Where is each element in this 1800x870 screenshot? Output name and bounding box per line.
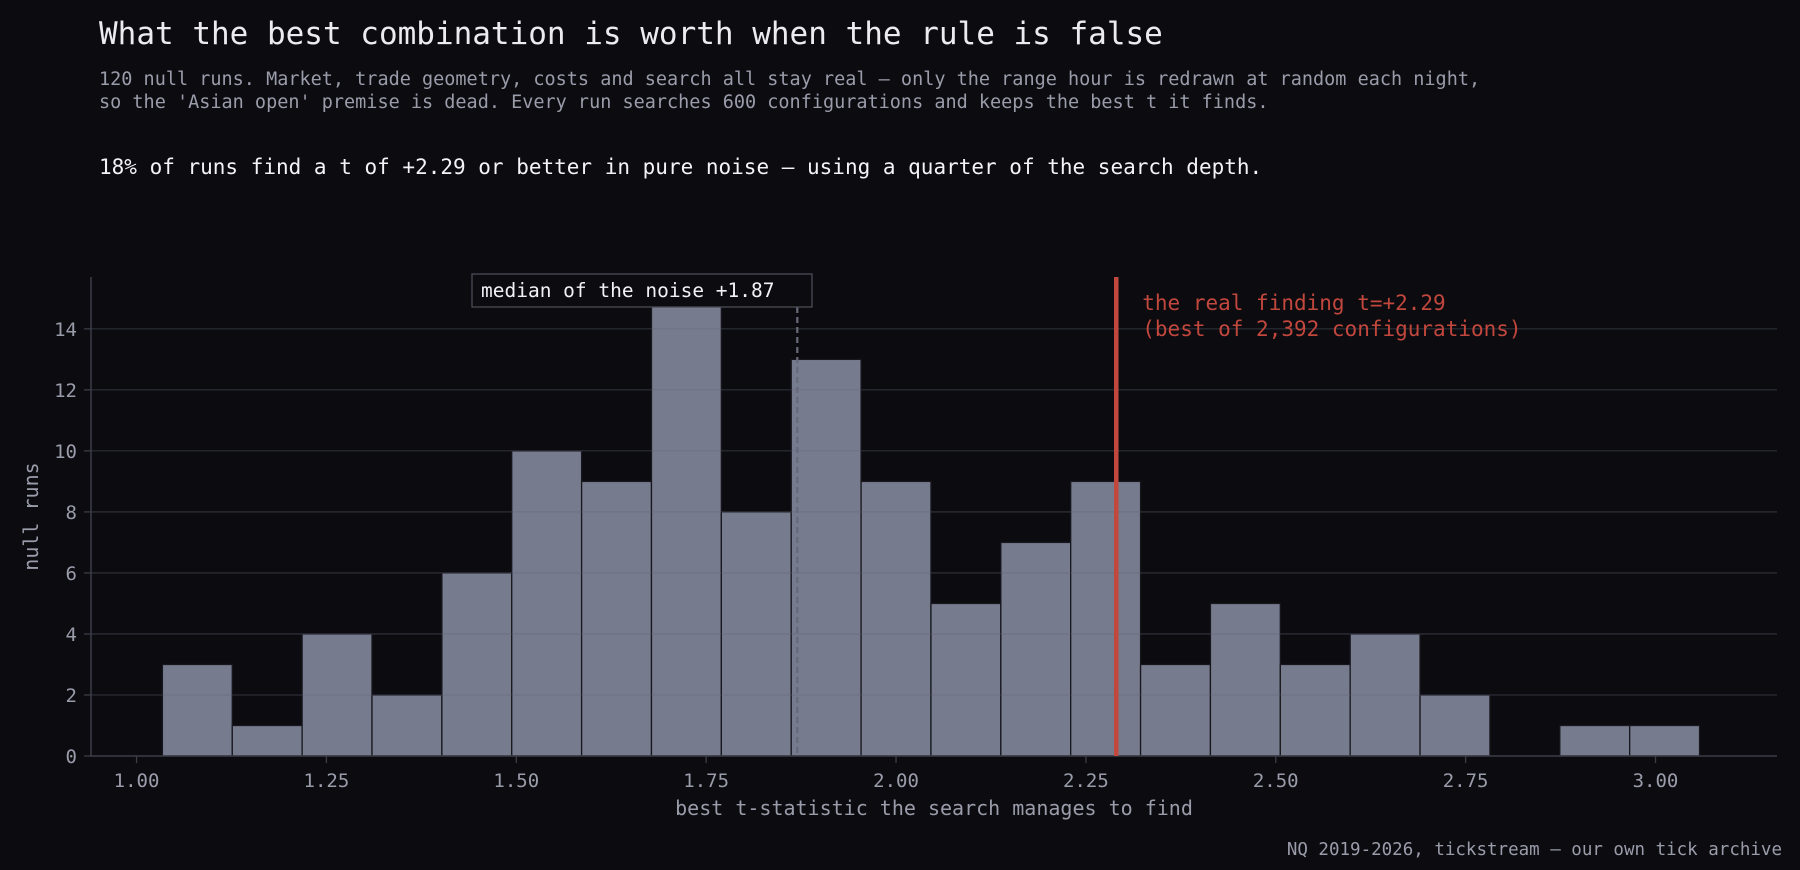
axes: 0 2 4 6 8 10 12 14 1.00 1.25 1.50 1.75 2.00 2.25 2.50 2… (19, 277, 1777, 820)
y-tick-label-14: 14 (54, 319, 77, 341)
histogram-bar-2 (231, 724, 303, 757)
median-label-box (471, 273, 813, 308)
chart-title: What the best combination is worth when … (99, 16, 1163, 52)
histogram-bar-1 (161, 663, 233, 757)
y-tick-label-6: 6 (66, 563, 77, 585)
histogram-bar-13 (1000, 541, 1072, 757)
histogram-bar-15 (1139, 663, 1212, 757)
key-takeaway: 18% of runs find a t of +2.29 or better … (99, 155, 1263, 179)
median-label: median of the noise +1.87 (481, 279, 775, 302)
histogram-bar-22 (1629, 724, 1701, 757)
histogram-bar-6 (511, 450, 583, 757)
x-axis-title: best t-statistic the search manages to f… (675, 796, 1193, 820)
x-tick-label-6: 2.50 (1253, 770, 1299, 792)
y-tick-label-12: 12 (54, 380, 77, 402)
histogram-bar-17 (1279, 663, 1351, 757)
data-source-note: NQ 2019-2026, tickstream — our own tick … (1286, 840, 1782, 860)
histogram-bar-8 (650, 297, 723, 757)
y-axis-title: null runs (19, 462, 43, 570)
x-tick-label-4: 2.00 (873, 770, 919, 792)
histogram-bars (91, 297, 1777, 757)
histogram-bar-19 (1419, 694, 1491, 757)
subtitle-line-2: so the 'Asian open' premise is dead. Eve… (99, 92, 1269, 113)
real-finding-label-line-2: (best of 2,392 configurations) (1142, 317, 1521, 341)
histogram-bar-5 (441, 572, 513, 757)
y-tick-label-4: 4 (66, 624, 77, 646)
subtitle-line-1: 120 null runs. Market, trade geometry, c… (99, 69, 1481, 90)
real-finding-label-line-1: the real finding t=+2.29 (1142, 291, 1445, 315)
x-tick-label-2: 1.50 (493, 770, 539, 792)
histogram-bar-10 (790, 358, 862, 757)
x-tick-label-1: 1.25 (304, 770, 350, 792)
y-tick-label-0: 0 (66, 746, 77, 768)
histogram-bar-16 (1209, 602, 1281, 757)
histogram-bar-12 (930, 602, 1002, 757)
y-tick-label-2: 2 (66, 685, 77, 707)
histogram-bar-14 (1070, 480, 1142, 757)
x-tick-label-0: 1.00 (114, 770, 160, 792)
annotations: median of the noise +1.87 the real findin… (471, 273, 1522, 756)
x-tick-label-7: 2.75 (1443, 770, 1489, 792)
y-tick-label-8: 8 (66, 502, 77, 524)
x-tick-label-8: 3.00 (1633, 770, 1679, 792)
x-tick-label-5: 2.25 (1063, 770, 1109, 792)
y-tick-label-10: 10 (54, 441, 77, 463)
histogram-bar-4 (371, 694, 443, 757)
histogram-bar-11 (860, 480, 932, 757)
histogram-bar-7 (580, 480, 653, 757)
chart-subtitle: 120 null runs. Market, trade geometry, c… (99, 68, 1480, 114)
x-tick-label-3: 1.75 (683, 770, 729, 792)
histogram-bar-21 (1559, 724, 1631, 757)
